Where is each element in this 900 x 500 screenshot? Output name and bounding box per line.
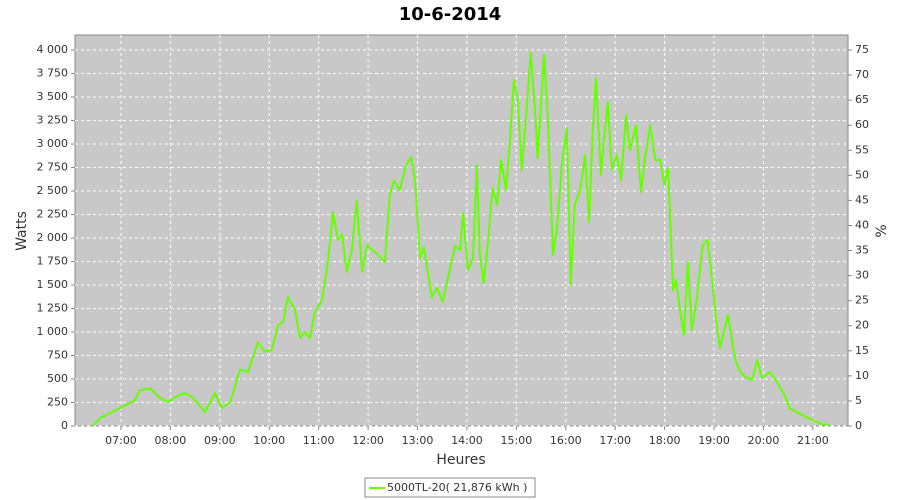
x-tick-label: 10:00: [253, 434, 285, 447]
y-tick-label: 3 000: [37, 137, 69, 150]
y2-tick-label: 45: [855, 193, 869, 206]
x-tick-label: 08:00: [155, 434, 187, 447]
x-tick-label: 14:00: [451, 434, 483, 447]
x-tick-label: 16:00: [550, 434, 582, 447]
x-tick-label: 15:00: [501, 434, 533, 447]
y-tick-label: 2 500: [37, 184, 69, 197]
x-tick-label: 09:00: [204, 434, 236, 447]
y2-tick-label: 35: [855, 244, 869, 257]
x-tick-label: 13:00: [402, 434, 434, 447]
y-tick-label: 2 250: [37, 208, 69, 221]
y-tick-label: 500: [47, 372, 68, 385]
x-tick-label: 20:00: [748, 434, 780, 447]
x-tick-label: 11:00: [303, 434, 335, 447]
y-tick-label: 2 750: [37, 161, 69, 174]
x-tick-label: 17:00: [599, 434, 631, 447]
y2-tick-label: 0: [855, 419, 862, 432]
y2-tick-label: 15: [855, 344, 869, 357]
y2-tick-label: 60: [855, 118, 869, 131]
y2-tick-label: 40: [855, 218, 869, 231]
y2-tick-label: 55: [855, 143, 869, 156]
x-tick-label: 07:00: [105, 434, 137, 447]
x-tick-label: 12:00: [352, 434, 384, 447]
y2-tick-label: 75: [855, 43, 869, 56]
y2-tick-label: 65: [855, 93, 869, 106]
y-axis-label: Watts: [14, 211, 30, 251]
y-tick-label: 1 500: [37, 278, 69, 291]
y-tick-label: 1 750: [37, 255, 69, 268]
y2-axis-label: %: [874, 224, 890, 237]
y2-tick-label: 20: [855, 319, 869, 332]
y-tick-label: 750: [47, 349, 68, 362]
x-tick-label: 21:00: [797, 434, 829, 447]
y-tick-label: 1 250: [37, 302, 69, 315]
y-tick-label: 4 000: [37, 43, 69, 56]
legend-box: [364, 477, 536, 498]
y-tick-label: 2 000: [37, 231, 69, 244]
x-tick-label: 18:00: [649, 434, 681, 447]
y-tick-label: 3 750: [37, 67, 69, 80]
y2-tick-label: 25: [855, 294, 869, 307]
series-line: [92, 50, 830, 427]
y-tick-label: 1 000: [37, 325, 69, 338]
y-tick-label: 3 250: [37, 114, 69, 127]
y2-tick-label: 10: [855, 369, 869, 382]
x-tick-label: 19:00: [698, 434, 730, 447]
y-tick-label: 3 500: [37, 90, 69, 103]
legend: 5000TL-20( 21,876 kWh ): [364, 477, 536, 498]
legend-label: 5000TL-20( 21,876 kWh ): [387, 481, 527, 494]
y-tick-label: 250: [47, 396, 68, 409]
y2-tick-label: 30: [855, 269, 869, 282]
x-axis-label: Heures: [436, 452, 485, 468]
y2-tick-label: 70: [855, 68, 869, 81]
chart-title: 10-6-2014: [399, 4, 502, 25]
y-tick-label: 0: [61, 419, 68, 432]
y2-tick-label: 50: [855, 168, 869, 181]
y2-tick-label: 5: [855, 394, 862, 407]
